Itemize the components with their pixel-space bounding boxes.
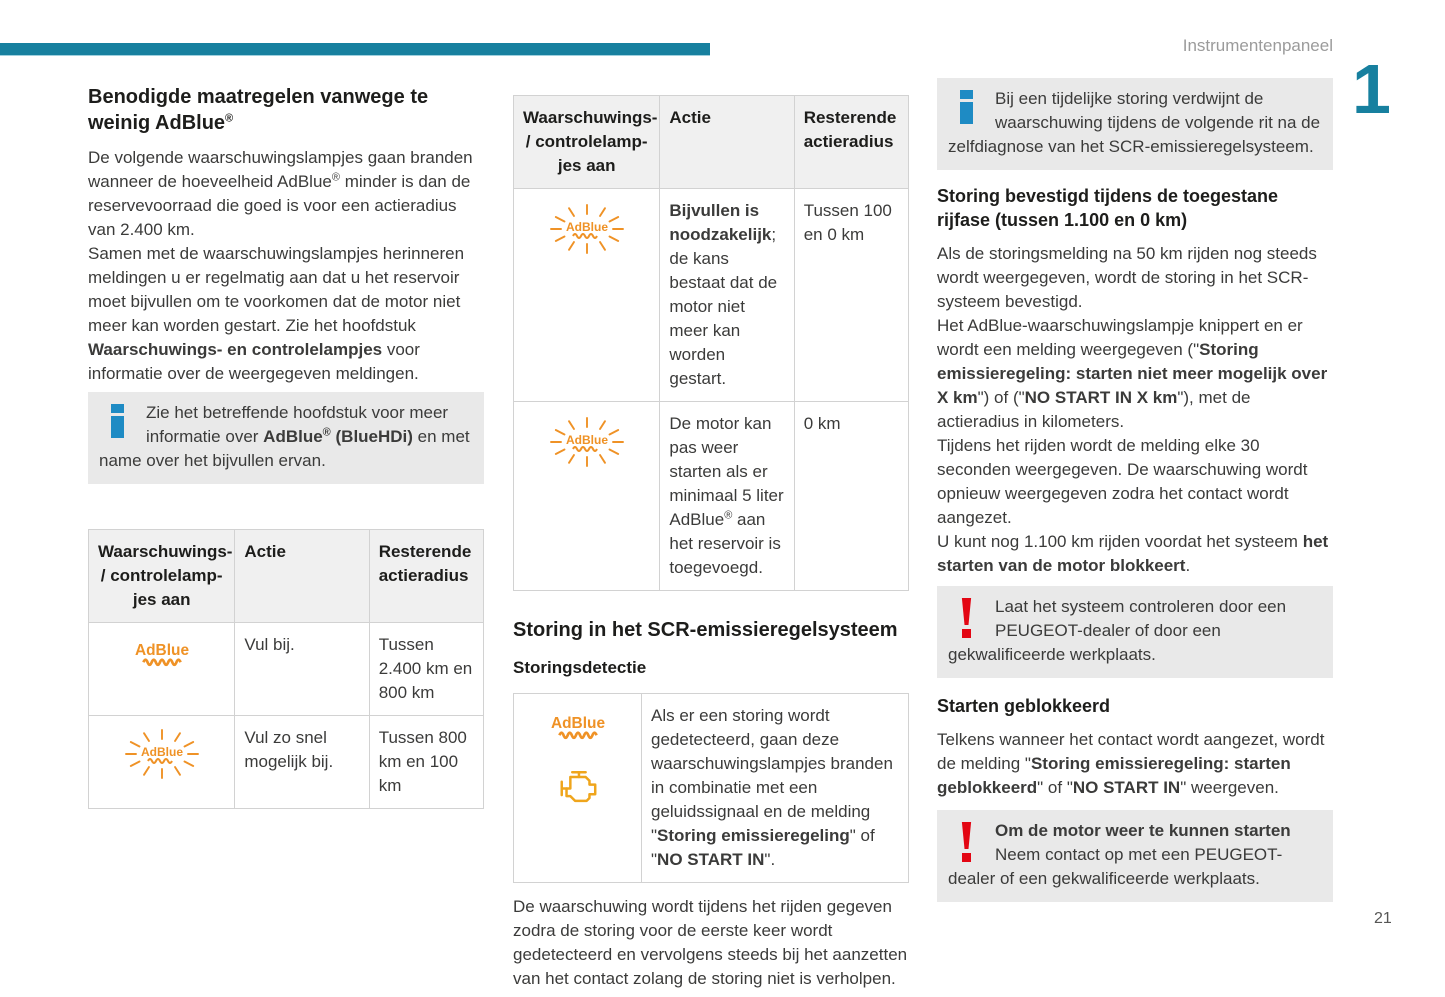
- detection-text-cell: Als er een storing wordt gedetecteerd, g…: [641, 693, 909, 883]
- info-box-text: Bij een tijdelijke storing verdwijnt de …: [948, 89, 1321, 156]
- column-middle: Waarschuwings- / controlelamp-jes aan Act…: [512, 95, 910, 997]
- check-engine-icon: [556, 769, 600, 813]
- table-row: Vul bij. Tussen 2.400 km en 800 km: [87, 622, 485, 716]
- range-cell: Tussen 100 en 0 km: [793, 188, 910, 402]
- column-right: Bij een tijdelijke storing verdwijnt de …: [937, 78, 1333, 902]
- info-box: Bij een tijdelijke storing verdwijnt de …: [937, 78, 1333, 170]
- column-header-range: Resterende actieradius: [793, 95, 910, 189]
- table-row: Bijvullen is noodzakelijk; de kans besta…: [512, 188, 910, 402]
- subsection-heading-fault-detection: Storingsdetectie: [513, 658, 647, 677]
- range-cell: 0 km: [793, 401, 910, 591]
- warning-lamp-cell: [87, 715, 236, 809]
- warning-lamp-cell: [512, 401, 661, 591]
- adblue-warning-lamp-flashing-icon: [120, 729, 204, 788]
- warning-exclamation-icon: [960, 598, 973, 638]
- manual-page: Instrumentenpaneel 1 21 Benodigde maatre…: [0, 36, 1392, 988]
- start-blocked-paragraph: Telkens wanneer het contact wordt aangez…: [937, 730, 1325, 797]
- action-cell: De motor kan pas weer starten als er min…: [659, 401, 795, 591]
- action-cell: Vul bij.: [234, 622, 370, 716]
- page-header-section-title: Instrumentenpaneel: [1182, 36, 1333, 55]
- table-row: Vul zo snel mogelijk bij. Tussen 800 km …: [87, 715, 485, 809]
- range-cell: Tussen 800 km en 100 km: [368, 715, 485, 809]
- section-heading-adblue-measures: Benodigde maatregelen vanwege te weinig …: [88, 86, 429, 134]
- info-icon: [960, 90, 973, 124]
- range-cell: Tussen 2.400 km en 800 km: [368, 622, 485, 716]
- warning-box-text: Om de motor weer te kunnen starten Neem c…: [948, 821, 1291, 888]
- info-box-text: Zie het betreffende hoofdstuk voor meer …: [99, 403, 470, 470]
- adblue-remaining-range-table: Waarschuwings- / controlelamp-jes aan Act…: [87, 529, 485, 809]
- action-cell: Bijvullen is noodzakelijk; de kans besta…: [659, 188, 795, 402]
- detection-outro-paragraph: De waarschuwing wordt tijdens het rijden…: [513, 897, 908, 988]
- intro-paragraph: De volgende waarschuwingslampjes gaan br…: [88, 148, 473, 383]
- fault-detection-table: Als er een storing wordt gedetecteerd, g…: [513, 693, 909, 883]
- adblue-warning-lamp-flashing-icon: [545, 417, 629, 476]
- adblue-warning-lamp-icon: [129, 640, 195, 673]
- warning-box: Om de motor weer te kunnen starten Neem c…: [937, 810, 1333, 902]
- page-number: 21: [1374, 910, 1392, 927]
- table-header-row: Waarschuwings- / controlelamp-jes aan Act…: [87, 529, 485, 623]
- action-cell: Vul zo snel mogelijk bij.: [234, 715, 370, 809]
- warning-box: Laat het systeem controleren door een PE…: [937, 586, 1333, 678]
- section-heading-scr-fault: Storing in het SCR-emissieregelsysteem: [513, 619, 898, 641]
- info-box: Zie het betreffende hoofdstuk voor meer …: [88, 392, 484, 484]
- warning-box-text: Laat het systeem controleren door een PE…: [948, 597, 1287, 664]
- adblue-warning-lamp-flashing-icon: [545, 204, 629, 263]
- warning-lamp-cell: [512, 188, 661, 402]
- table-row: Als er een storing wordt gedetecteerd, g…: [513, 693, 909, 883]
- table-row: De motor kan pas weer starten als er min…: [512, 401, 910, 591]
- warning-lamp-cell: [87, 622, 236, 716]
- heading-start-blocked: Starten geblokkeerd: [937, 696, 1111, 716]
- column-left: Benodigde maatregelen vanwege te weinig …: [87, 84, 485, 809]
- column-header-lamps: Waarschuwings- / controlelamp-jes aan: [87, 529, 236, 623]
- table-header-row: Waarschuwings- / controlelamp-jes aan Act…: [512, 95, 910, 189]
- header-accent-bar: [0, 43, 710, 56]
- warning-exclamation-icon: [960, 822, 973, 862]
- column-header-lamps: Waarschuwings- / controlelamp-jes aan: [512, 95, 661, 189]
- fault-confirmed-paragraph: Als de storingsmelding na 50 km rijden n…: [937, 244, 1329, 575]
- heading-fault-confirmed: Storing bevestigd tijdens de toegestane …: [937, 186, 1279, 230]
- column-header-range: Resterende actieradius: [368, 529, 485, 623]
- column-header-action: Actie: [234, 529, 370, 623]
- warning-lamp-cell: [513, 693, 642, 883]
- info-icon: [111, 404, 124, 438]
- adblue-warning-lamp-icon: [545, 712, 611, 749]
- chapter-number-tab: 1: [1352, 50, 1391, 128]
- column-header-action: Actie: [659, 95, 795, 189]
- adblue-critical-range-table: Waarschuwings- / controlelamp-jes aan Act…: [512, 95, 910, 591]
